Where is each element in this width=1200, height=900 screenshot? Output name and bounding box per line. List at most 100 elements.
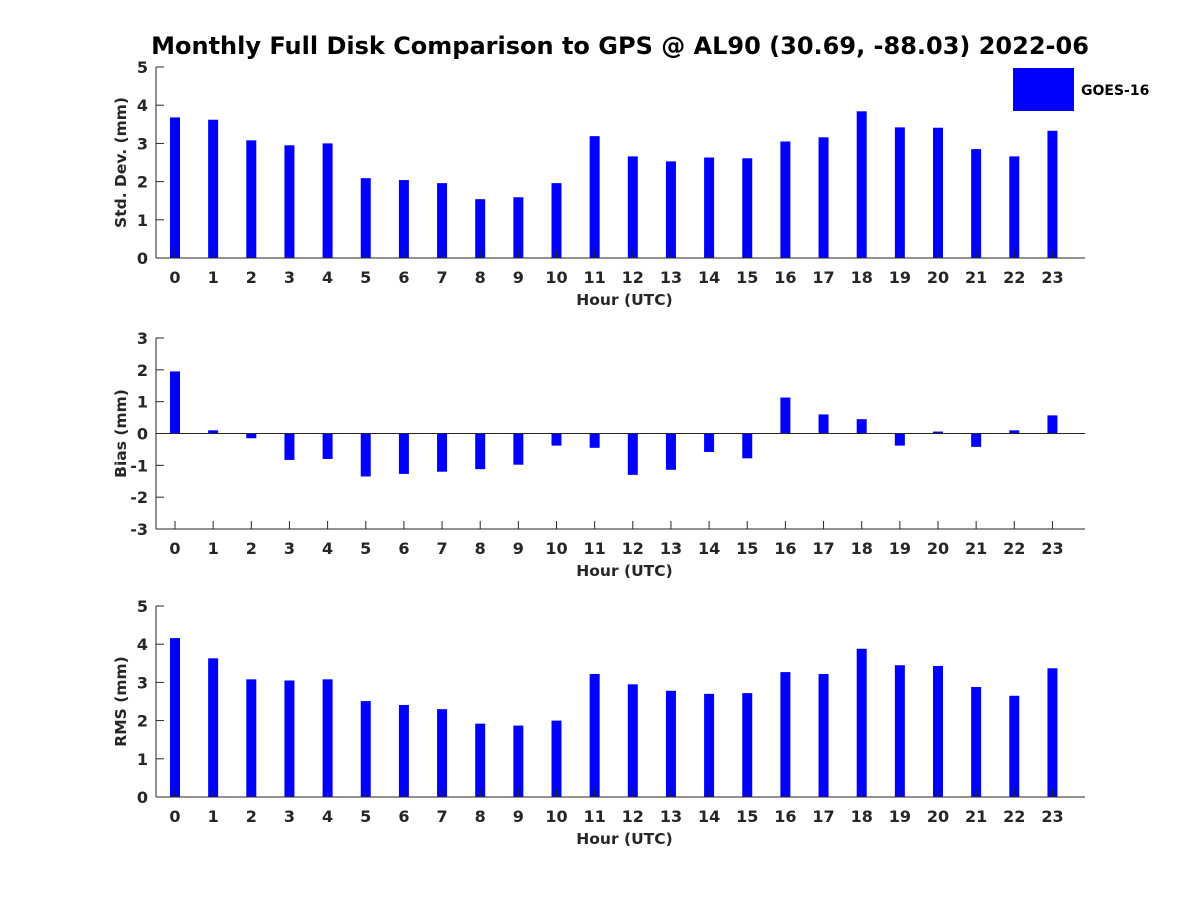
- x-tick-label: 0: [169, 807, 180, 826]
- rms-bar: [742, 693, 753, 797]
- y-tick-label: 0: [137, 425, 148, 444]
- bias-bar: [170, 371, 180, 434]
- x-tick-label: 3: [284, 539, 295, 558]
- std-dev-bar: [894, 127, 905, 258]
- legend: GOES-16: [1013, 68, 1149, 111]
- bias-bar: [665, 433, 676, 470]
- y-tick-label: 2: [137, 712, 148, 731]
- y-tick-label: 3: [137, 329, 148, 348]
- x-tick-label: 9: [513, 807, 524, 826]
- bias-bar: [475, 433, 486, 470]
- std-dev-bar: [665, 161, 676, 258]
- rms-bar: [1047, 668, 1058, 797]
- y-tick-label: 1: [137, 750, 148, 769]
- rms-bar: [551, 720, 562, 797]
- x-tick-label: 4: [322, 539, 333, 558]
- x-tick-label: 20: [927, 268, 949, 287]
- bias-bar: [246, 433, 257, 439]
- rms-bar: [856, 648, 867, 797]
- std-dev-bar: [818, 137, 829, 258]
- x-tick-label: 23: [1041, 268, 1063, 287]
- x-tick-label: 20: [927, 539, 949, 558]
- x-tick-label: 8: [475, 268, 486, 287]
- x-tick-label: 10: [545, 539, 567, 558]
- y-tick-label: 4: [137, 635, 148, 654]
- std-dev-bar: [246, 140, 257, 258]
- rms-bar: [704, 693, 715, 797]
- bias-bar: [1047, 415, 1058, 434]
- x-tick-label: 19: [889, 807, 911, 826]
- x-tick-label: 18: [851, 807, 873, 826]
- x-tick-label: 3: [284, 807, 295, 826]
- x-tick-label: 22: [1003, 807, 1025, 826]
- x-tick-label: 17: [812, 539, 834, 558]
- rms-bar: [589, 674, 600, 797]
- bias-bar: [513, 433, 524, 465]
- y-tick-label: -2: [130, 488, 148, 507]
- x-tick-label: 10: [545, 807, 567, 826]
- x-tick-label: 14: [698, 539, 720, 558]
- bias-bar: [322, 433, 333, 459]
- bias-bar: [933, 431, 943, 434]
- x-tick-label: 7: [436, 807, 447, 826]
- x-tick-label: 12: [622, 807, 644, 826]
- y-tick-label: 5: [137, 58, 148, 77]
- x-tick-label: 7: [436, 268, 447, 287]
- x-tick-label: 15: [736, 539, 758, 558]
- x-tick-label: 9: [513, 539, 524, 558]
- rms-bar: [627, 684, 638, 797]
- x-tick-label: 2: [246, 539, 257, 558]
- x-tick-label: 14: [698, 268, 720, 287]
- chart-title: Monthly Full Disk Comparison to GPS @ AL…: [151, 32, 1089, 60]
- x-tick-label: 13: [660, 539, 682, 558]
- legend-swatch: [1013, 68, 1074, 111]
- std-dev-bar: [856, 111, 867, 258]
- x-tick-label: 19: [889, 268, 911, 287]
- x-tick-label: 16: [774, 268, 796, 287]
- bias-bar: [780, 397, 791, 434]
- x-tick-label: 5: [360, 539, 371, 558]
- x-tick-label: 11: [584, 539, 606, 558]
- y-tick-label: 4: [137, 96, 148, 115]
- std-dev-bar: [398, 180, 409, 258]
- bias-bar: [971, 433, 982, 447]
- x-tick-label: 12: [622, 268, 644, 287]
- x-tick-label: 11: [584, 268, 606, 287]
- std-dev-bar: [704, 157, 715, 258]
- bias-bar: [437, 433, 448, 472]
- x-tick-label: 7: [436, 539, 447, 558]
- x-tick-label: 20: [927, 807, 949, 826]
- x-tick-label: 13: [660, 807, 682, 826]
- std-dev-bar: [170, 117, 180, 258]
- x-axis-label: Hour (UTC): [576, 830, 672, 848]
- rms-bar: [246, 679, 257, 797]
- x-tick-label: 0: [169, 268, 180, 287]
- std-dev-bar: [742, 158, 753, 258]
- std-dev-bar: [1009, 156, 1020, 258]
- legend-label: GOES-16: [1081, 83, 1149, 99]
- y-tick-label: 3: [137, 673, 148, 692]
- std-dev-bar: [322, 143, 333, 258]
- x-tick-label: 17: [812, 268, 834, 287]
- rms-bar: [398, 704, 409, 797]
- x-tick-label: 4: [322, 807, 333, 826]
- x-tick-label: 8: [475, 539, 486, 558]
- rms-bar: [475, 723, 486, 797]
- y-tick-label: 3: [137, 134, 148, 153]
- std-dev-bar: [437, 183, 448, 258]
- rms-bar: [437, 709, 448, 797]
- std-dev-bar: [475, 199, 486, 258]
- x-tick-label: 6: [398, 268, 409, 287]
- rms-bar: [971, 686, 982, 797]
- rms-bar: [360, 701, 371, 797]
- std-dev-bar: [933, 127, 943, 259]
- rms-bar: [665, 690, 676, 797]
- bias-bar: [589, 433, 600, 448]
- x-tick-label: 2: [246, 268, 257, 287]
- x-tick-label: 21: [965, 807, 987, 826]
- y-axis-label: Std. Dev. (mm): [112, 97, 130, 228]
- bias-bar: [627, 433, 638, 475]
- x-tick-label: 2: [246, 807, 257, 826]
- rms-bar: [284, 680, 295, 797]
